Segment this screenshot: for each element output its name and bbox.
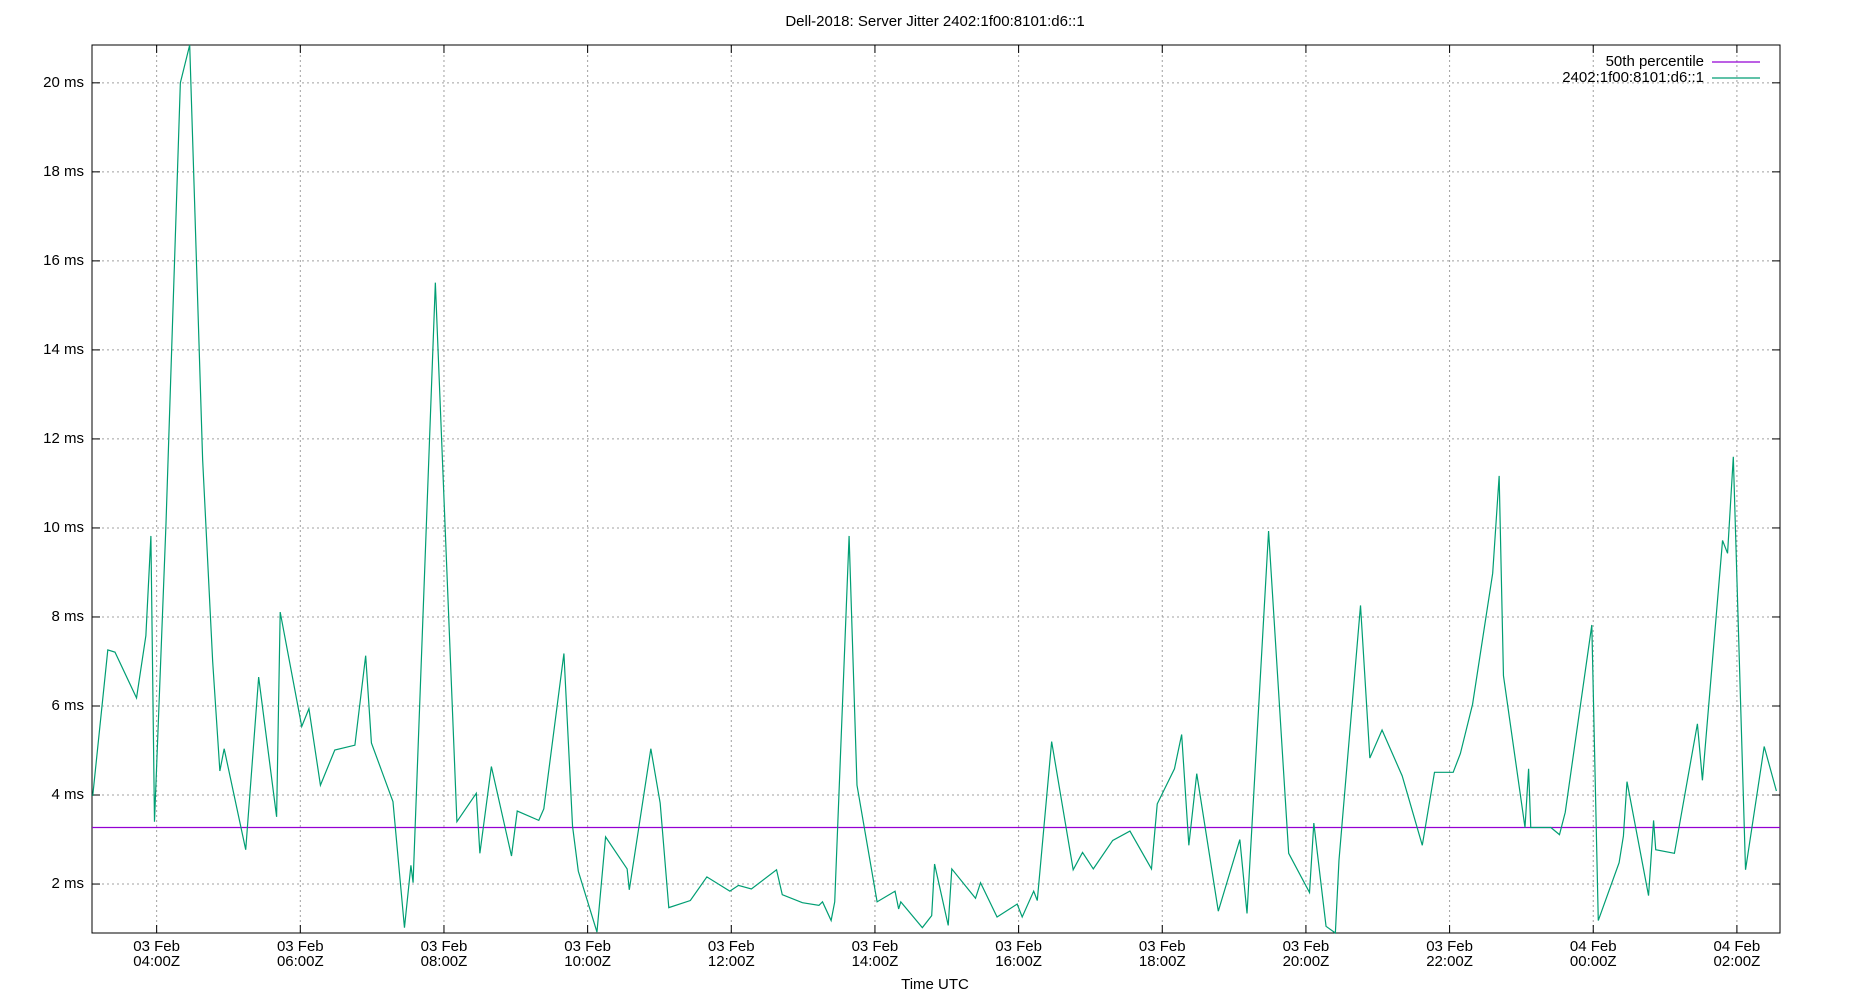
x-tick-label: 03 Feb xyxy=(852,938,899,955)
x-tick-label: 03 Feb xyxy=(1283,938,1330,955)
plot-border xyxy=(91,44,1781,934)
y-tick-label: 14 ms xyxy=(43,341,84,358)
y-tick-label: 18 ms xyxy=(43,163,84,180)
x-tick-label: 22:00Z xyxy=(1426,953,1473,970)
x-tick-label: 18:00Z xyxy=(1139,953,1186,970)
legend-label: 50th percentile xyxy=(1606,53,1704,70)
x-tick-label: 03 Feb xyxy=(1139,938,1186,955)
x-tick-label: 04 Feb xyxy=(1714,938,1761,955)
x-tick-label: 03 Feb xyxy=(995,938,1042,955)
x-tick-label: 00:00Z xyxy=(1570,953,1617,970)
x-tick-label: 03 Feb xyxy=(277,938,324,955)
x-tick-label: 03 Feb xyxy=(564,938,611,955)
x-tick-label: 03 Feb xyxy=(1426,938,1473,955)
y-tick-label: 8 ms xyxy=(51,608,84,625)
x-tick-label: 08:00Z xyxy=(421,953,468,970)
x-tick-label: 02:00Z xyxy=(1714,953,1761,970)
x-tick-label: 04:00Z xyxy=(133,953,180,970)
x-tick-label: 16:00Z xyxy=(995,953,1042,970)
y-tick-label: 10 ms xyxy=(43,519,84,536)
x-tick-label: 06:00Z xyxy=(277,953,324,970)
legend-label: 2402:1f00:8101:d6::1 xyxy=(1562,69,1704,86)
y-tick-label: 2 ms xyxy=(51,875,84,892)
series-line xyxy=(92,44,1777,935)
y-tick-label: 4 ms xyxy=(51,786,84,803)
y-tick-label: 6 ms xyxy=(51,697,84,714)
x-tick-label: 04 Feb xyxy=(1570,938,1617,955)
x-tick-label: 03 Feb xyxy=(421,938,468,955)
x-tick-label: 03 Feb xyxy=(708,938,755,955)
x-tick-label: 14:00Z xyxy=(852,953,899,970)
y-tick-label: 20 ms xyxy=(43,74,84,91)
y-tick-label: 12 ms xyxy=(43,430,84,447)
x-tick-label: 03 Feb xyxy=(133,938,180,955)
x-tick-label: 10:00Z xyxy=(564,953,611,970)
x-tick-label: 12:00Z xyxy=(708,953,755,970)
chart-title: Dell-2018: Server Jitter 2402:1f00:8101:… xyxy=(785,13,1084,30)
x-tick-label: 20:00Z xyxy=(1283,953,1330,970)
x-axis-label: Time UTC xyxy=(901,976,969,993)
y-tick-label: 16 ms xyxy=(43,252,84,269)
